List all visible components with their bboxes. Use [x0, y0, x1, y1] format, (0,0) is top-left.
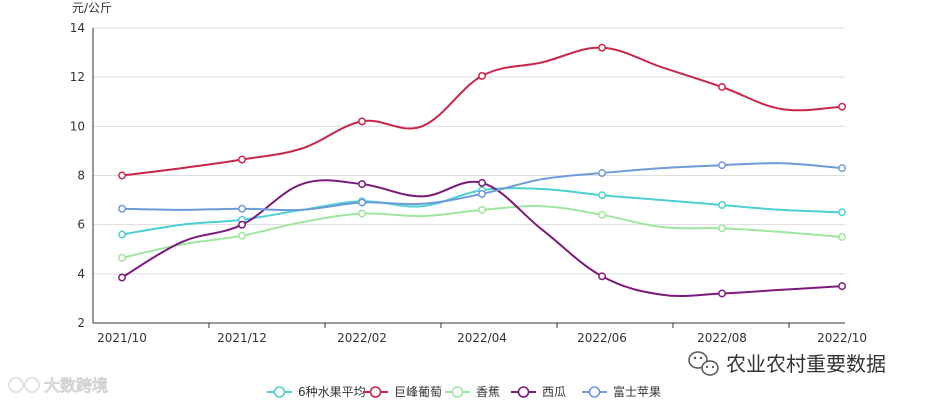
data-point: [118, 171, 126, 180]
legend-label: 富士苹果: [613, 384, 661, 399]
legend-item[interactable]: 西瓜: [511, 385, 566, 399]
data-point: [478, 205, 486, 214]
right-watermark: 农业农村重要数据: [688, 351, 886, 376]
y-tick-label: 4: [77, 267, 85, 281]
data-point: [118, 273, 126, 282]
data-point: [718, 224, 726, 233]
right-watermark-text: 农业农村重要数据: [726, 352, 886, 376]
wechat-icon: [688, 351, 719, 376]
data-point: [598, 272, 606, 281]
data-point: [718, 83, 726, 91]
y-axis-unit-label: 元/公斤: [72, 1, 112, 15]
data-point: [118, 253, 126, 262]
x-tick-label: 2021/12: [217, 331, 267, 345]
watermark-logo-icon: [8, 377, 40, 393]
data-point: [838, 282, 846, 291]
y-tick-label: 10: [70, 119, 85, 133]
series-lines: [118, 43, 846, 298]
x-tick-label: 2022/02: [337, 331, 387, 345]
data-point: [118, 204, 126, 213]
y-tick-label: 8: [77, 169, 85, 183]
data-point: [358, 209, 366, 218]
data-point: [478, 71, 486, 80]
legend-item[interactable]: 巨峰葡萄: [363, 385, 442, 399]
data-point: [598, 191, 606, 200]
data-point: [718, 201, 726, 209]
legend-marker-icon: [517, 386, 530, 398]
x-tick-label: 2021/10: [97, 331, 147, 345]
x-tick-label: 2022/04: [457, 331, 507, 345]
axes: 2 4 6 8 10 12 14 2021/10 2021/12 2022/02 2022/04 20…: [70, 21, 867, 345]
series-4: [118, 178, 846, 298]
series-5: [118, 161, 846, 213]
data-point: [358, 117, 366, 126]
data-point: [838, 164, 846, 173]
legend[interactable]: 6种水果平均 巨峰葡萄 香蕉 西瓜 富士苹果: [267, 384, 661, 399]
left-watermark: 大数跨境: [8, 376, 109, 396]
y-tick-label: 6: [77, 218, 85, 232]
legend-marker-icon: [588, 386, 601, 398]
legend-item[interactable]: 香蕉: [445, 385, 500, 399]
legend-marker-icon: [369, 386, 382, 398]
data-point: [478, 189, 486, 198]
y-tick-label: 2: [77, 316, 85, 330]
data-point: [598, 169, 606, 177]
data-point: [718, 289, 726, 298]
data-point: [838, 233, 846, 241]
legend-label: 西瓜: [542, 385, 566, 399]
data-point: [238, 155, 246, 164]
grid-lines: [93, 27, 845, 275]
data-point: [358, 180, 366, 189]
legend-label: 香蕉: [476, 385, 500, 399]
legend-item[interactable]: 6种水果平均: [267, 385, 366, 399]
legend-marker-icon: [273, 386, 286, 398]
data-point: [598, 210, 606, 219]
left-watermark-text: 大数跨境: [44, 376, 108, 395]
data-point: [598, 43, 606, 52]
series-2: [118, 43, 846, 180]
legend-marker-icon: [451, 386, 464, 398]
legend-label: 巨峰葡萄: [394, 385, 442, 399]
y-tick-label: 12: [70, 70, 85, 84]
data-point: [838, 102, 846, 111]
data-point: [238, 204, 246, 213]
data-point: [838, 208, 846, 217]
data-point: [238, 231, 246, 240]
series-3: [118, 205, 846, 262]
series-line: [121, 46, 843, 177]
legend-label: 6种水果平均: [298, 385, 366, 399]
data-point: [718, 161, 726, 170]
data-point: [118, 230, 126, 239]
data-point: [358, 198, 366, 207]
x-tick-label: 2022/10: [817, 331, 867, 345]
x-tick-label: 2022/06: [577, 331, 627, 345]
x-tick-label: 2022/08: [697, 331, 747, 345]
y-tick-label: 14: [70, 21, 85, 35]
data-point: [478, 178, 486, 187]
data-point: [238, 220, 246, 229]
legend-item[interactable]: 富士苹果: [582, 384, 661, 399]
